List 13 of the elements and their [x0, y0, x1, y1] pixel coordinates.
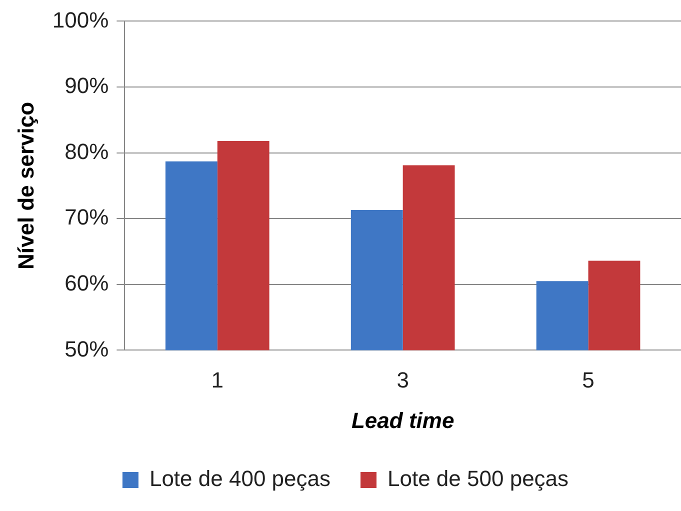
y-tick-label: 70% [64, 204, 109, 230]
y-axis-title: Nível de serviço [13, 102, 38, 270]
y-tick-label: 100% [52, 7, 109, 32]
y-tick-label: 80% [64, 138, 109, 164]
legend-label: Lote de 400 peças [149, 466, 331, 492]
x-tick-label: 1 [211, 367, 224, 392]
y-tick-label: 60% [64, 270, 109, 296]
y-tick-label: 90% [64, 73, 109, 98]
x-axis-title: Lead time [351, 408, 454, 433]
x-tick-label: 5 [582, 367, 594, 392]
x-tick-label: 3 [396, 367, 409, 392]
y-tick-label: 50% [64, 336, 109, 362]
legend-label: Lote de 500 peças [388, 466, 569, 492]
